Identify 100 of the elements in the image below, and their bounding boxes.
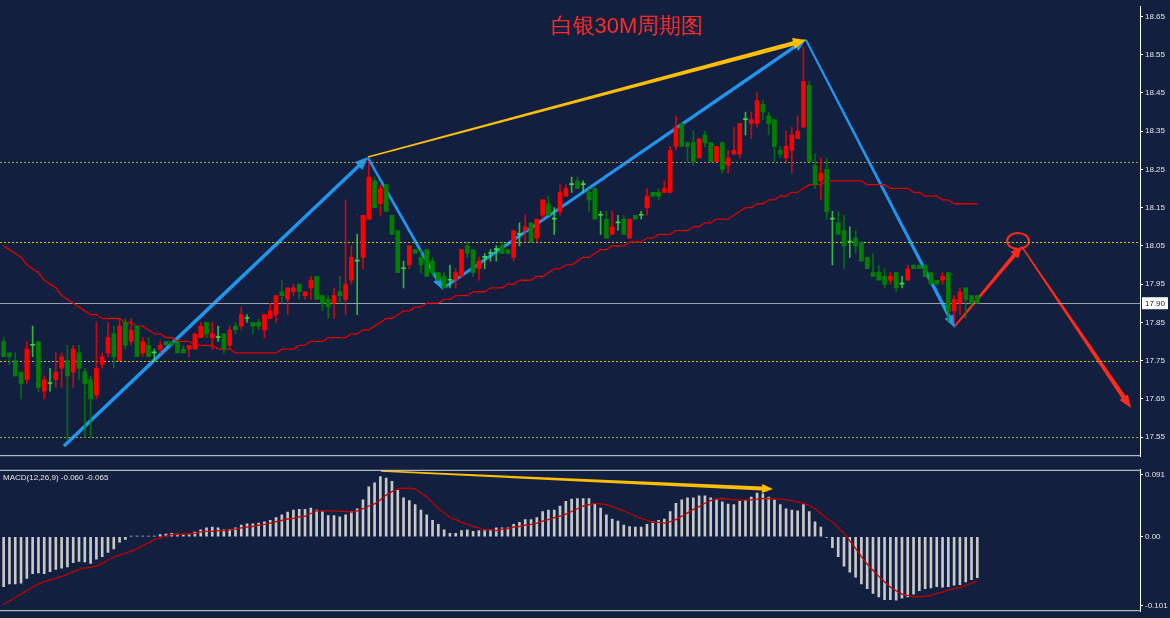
- bar: [396, 489, 400, 537]
- bar: [494, 527, 498, 537]
- bar: [628, 526, 631, 537]
- candlestick: [482, 253, 488, 270]
- bar: [124, 536, 127, 540]
- bar: [975, 536, 979, 579]
- y-tick-label: 18.45: [1145, 88, 1166, 98]
- bar: [802, 504, 805, 537]
- bar: [286, 511, 289, 537]
- bar: [738, 500, 742, 537]
- bar: [541, 511, 544, 537]
- bar: [819, 526, 823, 537]
- bar: [205, 527, 208, 537]
- bar: [715, 498, 718, 537]
- candlestick: [244, 314, 250, 323]
- bar: [309, 507, 313, 537]
- bar: [935, 536, 939, 587]
- bar: [605, 514, 608, 537]
- y-tick-label: 17.95: [1145, 279, 1166, 289]
- bar: [13, 536, 17, 585]
- bar: [894, 536, 898, 601]
- bar: [848, 536, 852, 573]
- bar: [692, 497, 695, 537]
- bar: [686, 497, 689, 537]
- bar: [425, 514, 429, 537]
- candlestick: [209, 322, 215, 350]
- bar: [599, 507, 602, 537]
- bar: [112, 536, 116, 550]
- bar: [437, 524, 440, 537]
- candlestick: [337, 276, 343, 304]
- bar: [54, 536, 58, 570]
- bar: [431, 520, 434, 537]
- bar: [570, 498, 573, 537]
- bar: [2, 536, 5, 587]
- bar: [576, 498, 579, 537]
- bar: [292, 509, 295, 537]
- bar: [379, 476, 382, 537]
- bar: [315, 509, 318, 537]
- y-tick-label: 18.55: [1145, 49, 1166, 59]
- bar: [408, 500, 411, 537]
- bar: [158, 534, 162, 537]
- y-tick-label: 18.15: [1145, 202, 1166, 212]
- bar: [118, 536, 121, 543]
- candlestick: [818, 157, 824, 201]
- bar: [564, 500, 568, 537]
- bar: [947, 536, 950, 587]
- y-tick-label: 17.85: [1145, 317, 1166, 327]
- bar: [454, 533, 458, 537]
- bar: [865, 536, 869, 589]
- bar: [483, 529, 487, 537]
- bar: [744, 500, 747, 537]
- y-tick-label: -0.101: [1145, 600, 1169, 610]
- y-tick-label: 18.25: [1145, 164, 1166, 174]
- bar: [883, 536, 886, 600]
- bar: [326, 515, 330, 537]
- candlestick: [279, 279, 285, 304]
- bar: [593, 503, 597, 537]
- bar: [297, 509, 301, 537]
- y-tick-label: 17.55: [1145, 432, 1166, 442]
- bar: [8, 536, 11, 585]
- bar: [402, 497, 405, 537]
- bar: [889, 536, 892, 600]
- bar: [367, 486, 371, 537]
- bar: [877, 536, 881, 598]
- bar: [807, 511, 811, 537]
- bar: [42, 536, 46, 574]
- candlestick: [580, 180, 586, 193]
- bar: [854, 536, 857, 578]
- candlestick: [493, 245, 499, 262]
- ref-line-label: 17.90: [1145, 298, 1166, 308]
- bar: [610, 518, 614, 537]
- bar: [941, 536, 944, 588]
- bar: [912, 536, 915, 595]
- bar: [373, 482, 376, 537]
- y-tick-label: 17.65: [1145, 394, 1166, 404]
- bar: [60, 536, 63, 569]
- y-tick-label: 0.00: [1145, 531, 1162, 541]
- bar: [767, 496, 770, 537]
- bar: [95, 536, 98, 560]
- bar: [651, 521, 655, 537]
- bar: [355, 508, 359, 537]
- bar: [89, 536, 92, 564]
- bar: [836, 536, 840, 557]
- bar: [796, 510, 799, 537]
- bar: [268, 520, 272, 537]
- bar: [523, 519, 527, 537]
- y-tick-label: 18.05: [1145, 241, 1166, 251]
- bar: [778, 504, 782, 537]
- bar: [749, 496, 753, 537]
- bar: [460, 530, 463, 537]
- bar: [350, 511, 353, 537]
- bar: [344, 514, 347, 537]
- y-tick-label: 17.75: [1145, 355, 1166, 365]
- bar: [37, 536, 40, 574]
- bar: [663, 518, 666, 537]
- bar: [321, 511, 324, 537]
- bar: [100, 536, 104, 557]
- bar: [906, 536, 910, 598]
- bar: [465, 529, 469, 537]
- bar: [547, 509, 550, 537]
